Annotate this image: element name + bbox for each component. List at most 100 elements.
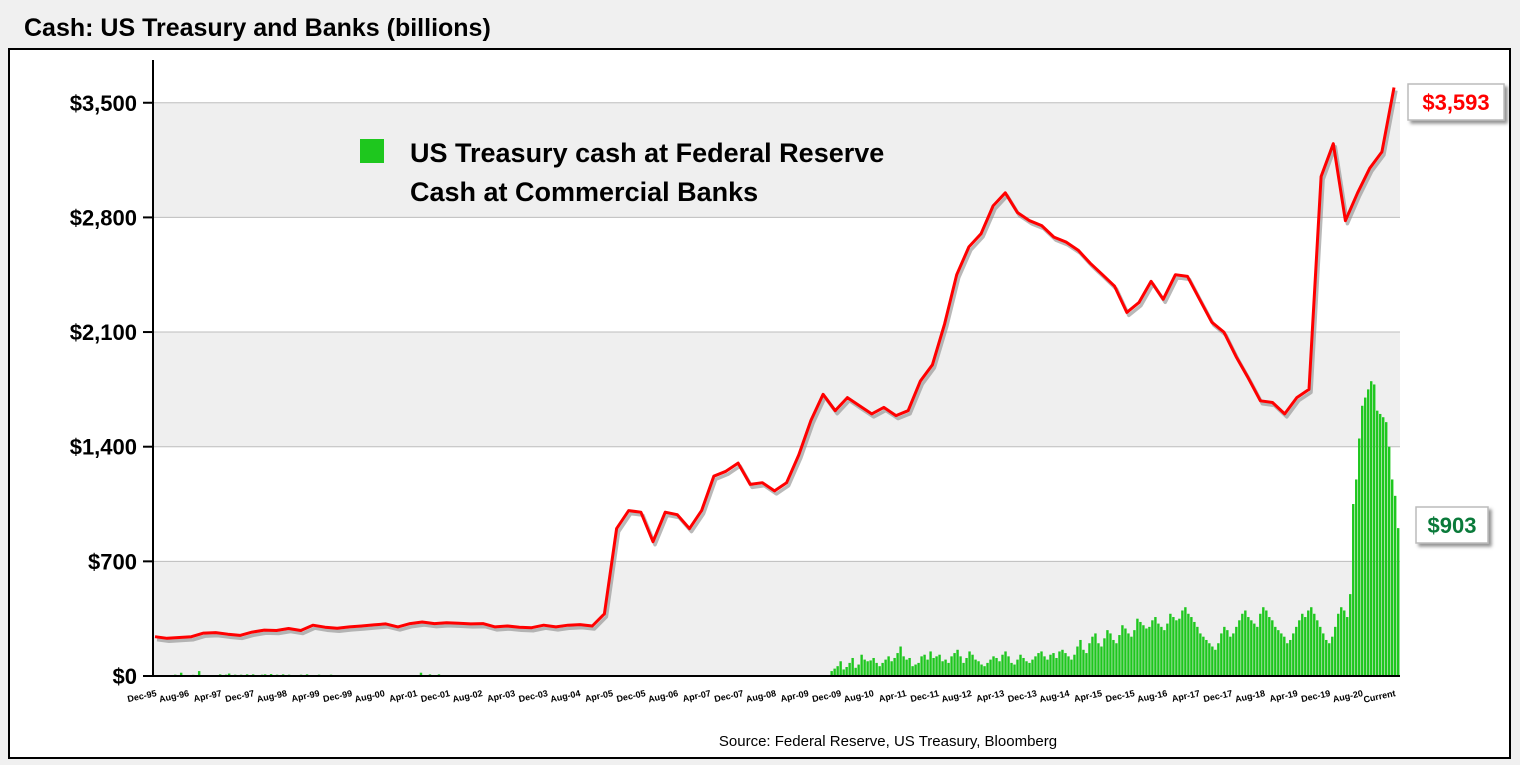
treasury-bar <box>839 661 842 676</box>
x-tick-label: Dec-11 <box>909 688 939 704</box>
treasury-bar <box>1253 623 1256 676</box>
treasury-bar <box>977 661 980 676</box>
treasury-bar <box>1370 381 1373 676</box>
treasury-bar <box>1136 618 1139 676</box>
treasury-bar <box>875 662 878 676</box>
treasury-bar <box>920 656 923 676</box>
treasury-bar <box>1088 643 1091 676</box>
treasury-bar <box>1247 617 1250 676</box>
treasury-bar <box>902 656 905 676</box>
x-tick-label: Dec-13 <box>1007 688 1038 704</box>
treasury-bar <box>1124 628 1127 676</box>
treasury-bar <box>1067 656 1070 676</box>
x-tick-label: Dec-17 <box>1202 688 1233 704</box>
treasury-bar <box>1232 633 1235 676</box>
treasury-bar <box>1031 659 1034 676</box>
treasury-bar <box>965 657 968 676</box>
treasury-bar <box>1361 405 1364 676</box>
treasury-bar <box>1301 613 1304 676</box>
treasury-bar <box>1286 643 1289 676</box>
treasury-bar <box>1289 639 1292 676</box>
treasury-bar <box>1181 610 1184 676</box>
treasury-bar <box>911 666 914 676</box>
treasury-bar <box>1022 657 1025 676</box>
treasury-bar <box>1379 413 1382 676</box>
treasury-bar <box>1364 397 1367 676</box>
treasury-bar <box>1343 610 1346 676</box>
x-tick-label: Aug-02 <box>452 688 484 704</box>
treasury-bar <box>1154 617 1157 676</box>
treasury-bar <box>848 662 851 676</box>
treasury-bar <box>227 673 231 676</box>
treasury-bar <box>1373 384 1376 676</box>
treasury-bar <box>179 672 183 676</box>
treasury-bar <box>881 662 884 676</box>
treasury-bar <box>836 666 839 676</box>
treasury-bar <box>863 659 866 676</box>
treasury-bar <box>1091 636 1094 676</box>
treasury-bar <box>1256 626 1259 676</box>
treasury-bar <box>1166 623 1169 676</box>
treasury-bar <box>1094 633 1097 676</box>
x-tick-labels: Dec-95 Aug-96 Apr-97 Dec-97 Aug-98 Apr-99 Dec-… <box>126 688 1396 705</box>
x-tick-label: Aug-06 <box>647 688 679 704</box>
treasury-bar <box>1334 626 1337 676</box>
treasury-bar <box>1106 630 1109 676</box>
x-tick-label: Aug-20 <box>1332 688 1364 704</box>
x-tick-label: Aug-96 <box>158 688 190 704</box>
treasury-bar <box>1184 607 1187 676</box>
treasury-bar <box>1109 633 1112 676</box>
treasury-bar <box>986 662 989 676</box>
treasury-bar <box>1142 625 1145 676</box>
treasury-bar <box>932 657 935 676</box>
x-tick-label: Apr-17 <box>1171 688 1201 704</box>
treasury-bar <box>956 649 959 676</box>
plot-background <box>153 70 1400 676</box>
callouts: $3,593 $903 <box>1407 83 1505 544</box>
treasury-bar <box>1352 504 1355 676</box>
treasury-bar <box>851 657 854 676</box>
treasury-bar <box>890 661 893 676</box>
treasury-bar <box>1265 610 1268 676</box>
legend-label-banks: Cash at Commercial Banks <box>410 177 758 207</box>
treasury-bar <box>1304 617 1307 676</box>
x-tick-label: Aug-18 <box>1234 688 1266 704</box>
treasury-bar <box>1133 630 1136 676</box>
callout-treasury: $903 <box>1415 506 1489 544</box>
treasury-bar <box>1016 659 1019 676</box>
treasury-bar <box>1226 630 1229 676</box>
treasury-bar <box>1397 528 1400 676</box>
treasury-bar <box>1028 662 1031 676</box>
x-tick-label: Aug-98 <box>256 688 288 704</box>
treasury-bar <box>1070 659 1073 676</box>
x-tick-label: Apr-07 <box>682 688 712 704</box>
treasury-bar <box>884 659 887 676</box>
treasury-bar <box>1274 626 1277 676</box>
treasury-bar <box>917 662 920 676</box>
treasury-bar <box>980 664 983 676</box>
x-tick-label: Apr-05 <box>584 688 614 704</box>
treasury-bar <box>1283 636 1286 676</box>
treasury-bar <box>1175 620 1178 676</box>
treasury-bar <box>1271 620 1274 676</box>
treasury-bar <box>1199 633 1202 676</box>
treasury-bar <box>968 651 971 676</box>
title-bar: Cash: US Treasury and Banks (billions) <box>0 0 1520 48</box>
treasury-bar <box>989 659 992 676</box>
treasury-bar <box>1313 613 1316 676</box>
treasury-bar <box>1337 613 1340 676</box>
treasury-bar <box>1244 610 1247 676</box>
treasury-bar <box>1322 633 1325 676</box>
treasury-bar <box>1307 610 1310 676</box>
legend-label-treasury: US Treasury cash at Federal Reserve <box>410 138 884 168</box>
treasury-bar <box>1196 626 1199 676</box>
x-tick-label: Apr-03 <box>486 688 516 704</box>
y-tick-label: $2,100 <box>70 320 137 345</box>
treasury-bar <box>1319 626 1322 676</box>
callout-banks-label: $3,593 <box>1422 90 1489 115</box>
treasury-bar <box>992 656 995 676</box>
treasury-bar <box>1127 633 1130 676</box>
legend: US Treasury cash at Federal Reserve Cash… <box>356 138 884 207</box>
treasury-bar <box>1262 607 1265 676</box>
